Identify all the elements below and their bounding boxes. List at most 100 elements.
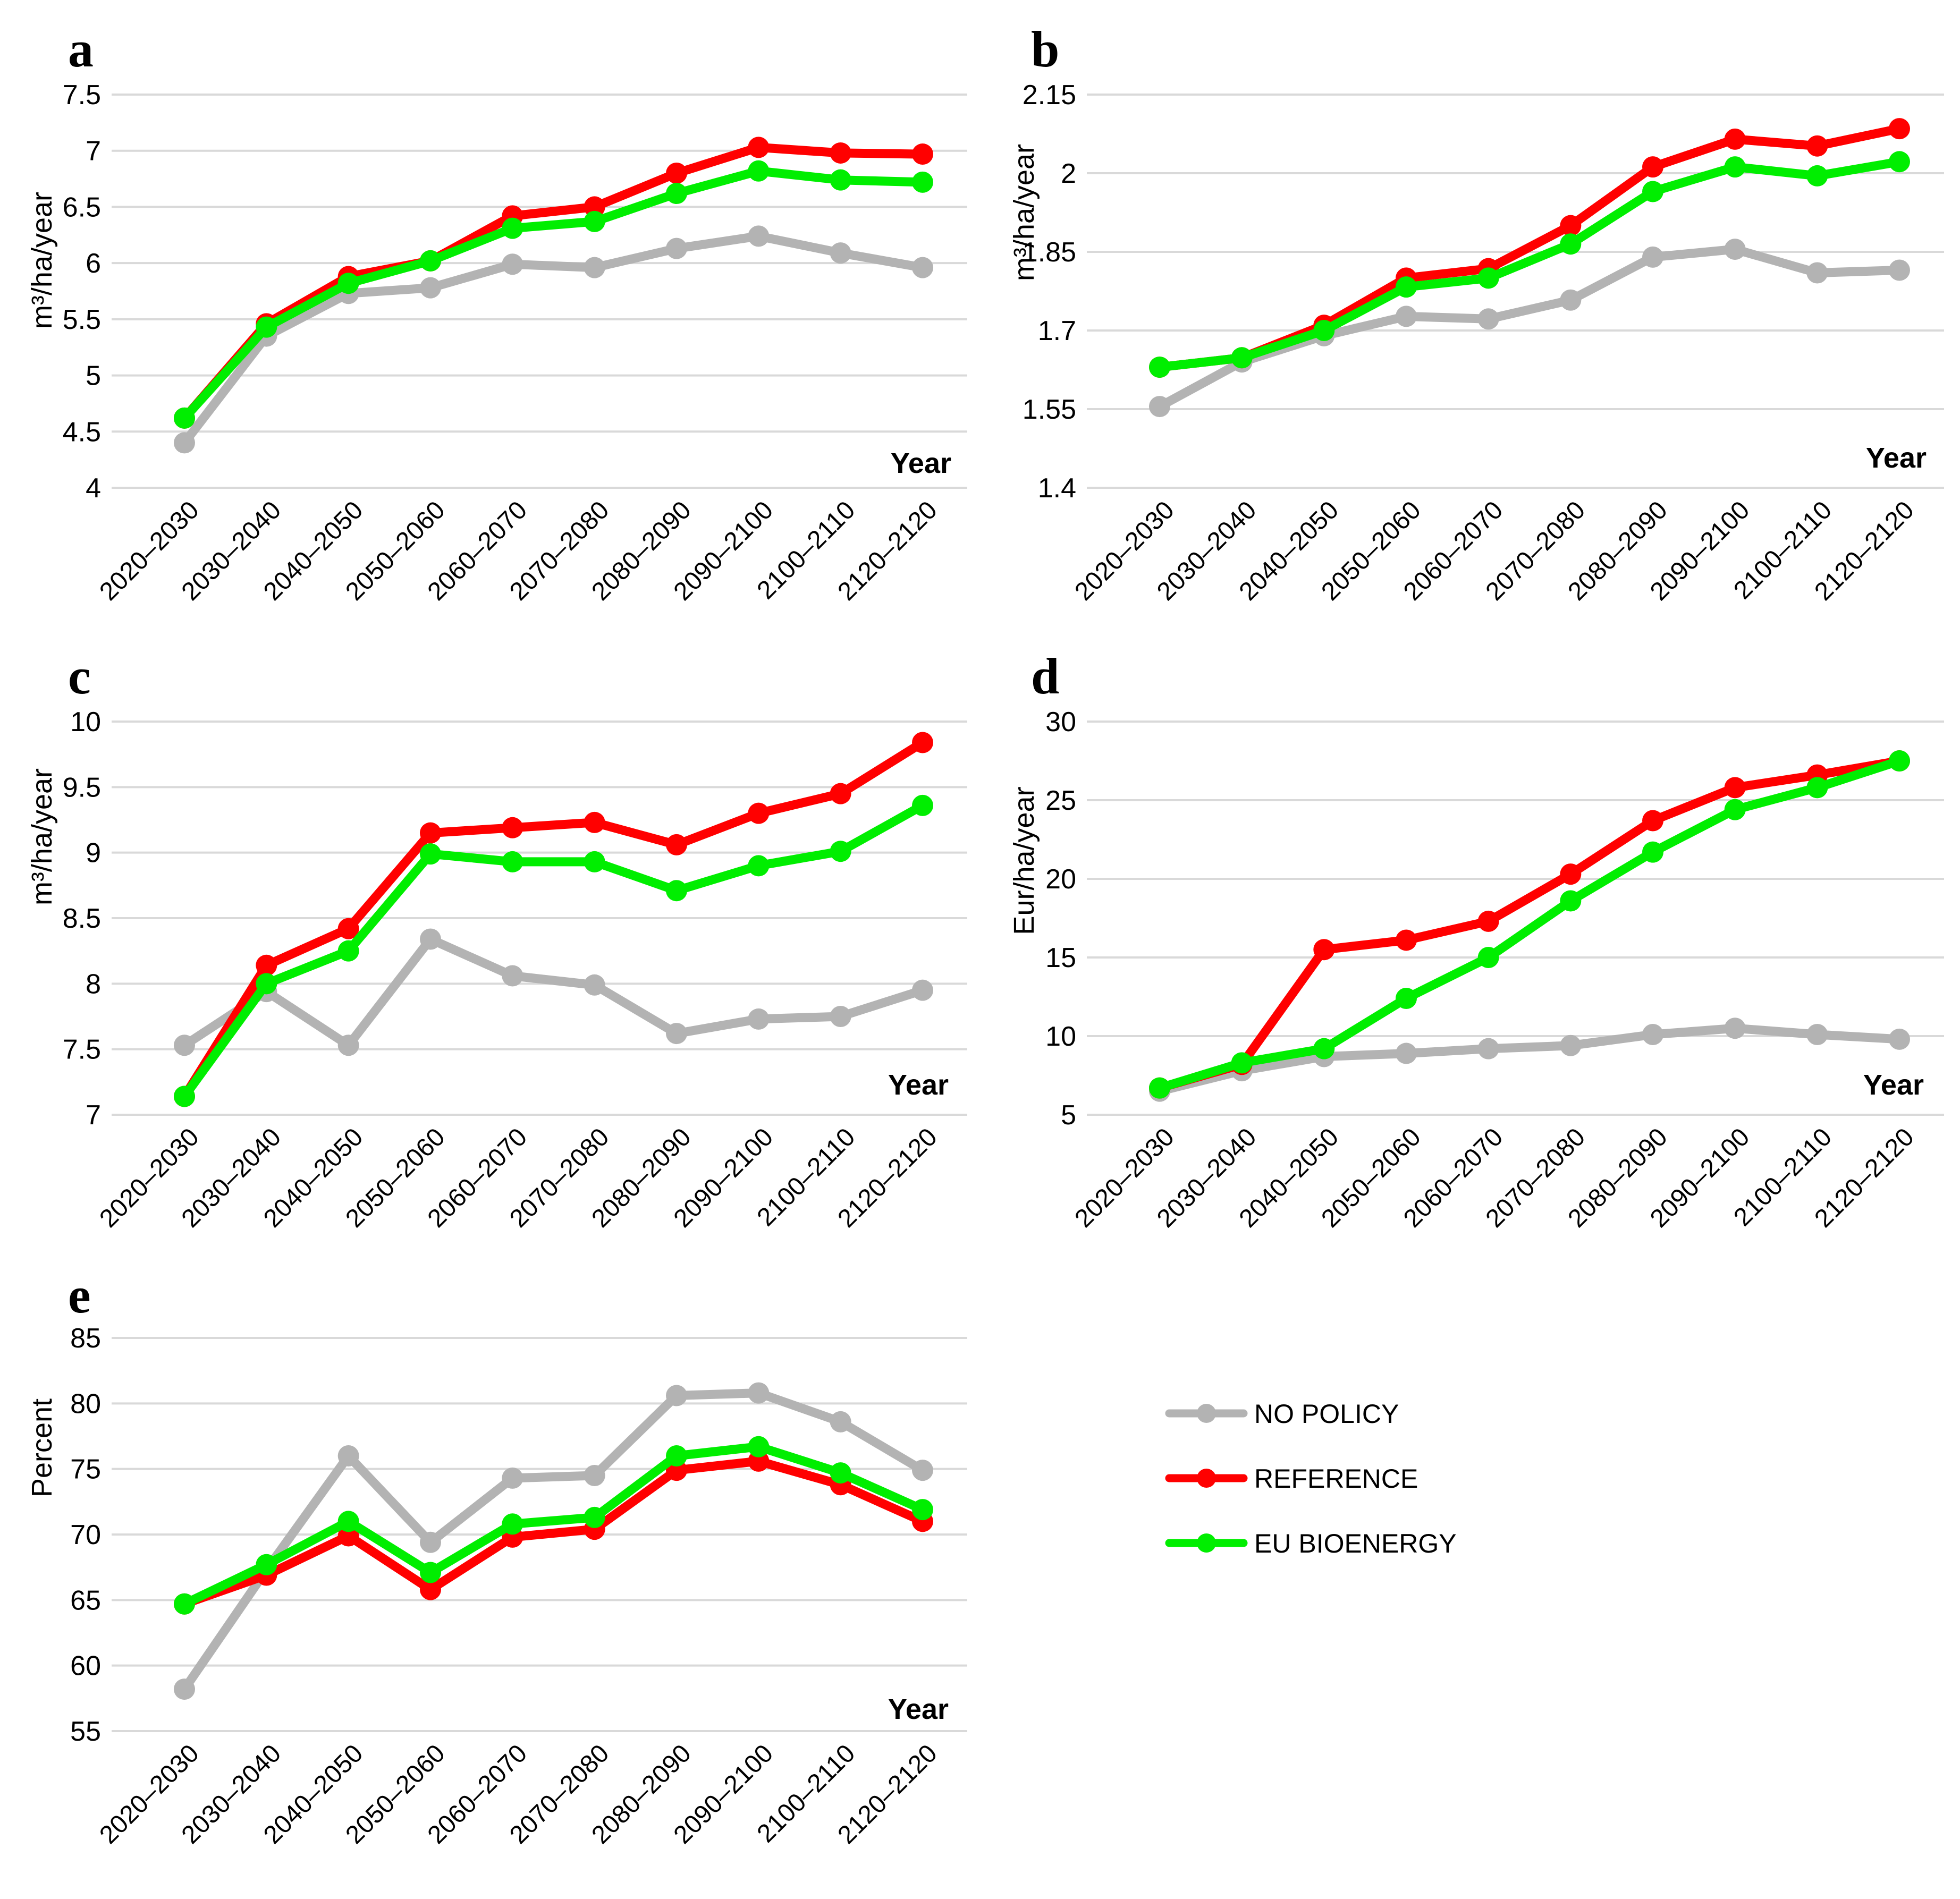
- x-axis-label-d: Year: [1863, 1069, 1924, 1101]
- data-point-no-policy: [337, 1445, 359, 1466]
- y-tick-label: 65: [70, 1585, 101, 1616]
- x-axis-label-a: Year: [891, 447, 951, 479]
- data-point-eu-bioenergy: [1477, 947, 1499, 968]
- panel-letter-a: a: [68, 21, 94, 78]
- y-ticks-d: 5 10 15 20 25 30: [1045, 707, 1076, 1131]
- y-tick-label: 15: [1045, 943, 1076, 973]
- legend-label-reference: REFERENCE: [1254, 1464, 1418, 1494]
- data-point-reference: [1560, 215, 1582, 236]
- x-axis-label-e: Year: [888, 1693, 949, 1725]
- gridlines-d: [1087, 720, 1944, 1116]
- series-e: [174, 1382, 933, 1700]
- data-point-eu-bioenergy: [666, 1445, 687, 1466]
- legend-item-no-policy: NO POLICY: [1165, 1399, 1399, 1429]
- data-point-no-policy: [502, 965, 523, 987]
- data-point-eu-bioenergy: [337, 1511, 359, 1532]
- series-line-no-policy: [180, 935, 927, 1050]
- data-point-eu-bioenergy: [337, 940, 359, 962]
- data-point-eu-bioenergy: [666, 880, 687, 902]
- series-line-reference: [1155, 756, 1904, 1093]
- data-point-eu-bioenergy: [830, 1462, 851, 1484]
- data-point-reference: [1889, 118, 1910, 140]
- data-point-reference: [1806, 135, 1828, 157]
- data-point-eu-bioenergy: [174, 1593, 195, 1615]
- y-tick-label: 1.7: [1038, 316, 1076, 346]
- data-point-no-policy: [174, 1678, 195, 1700]
- series-line-eu-bioenergy: [180, 1442, 927, 1609]
- panel-letter-d: d: [1031, 648, 1059, 705]
- data-point-eu-bioenergy: [256, 1554, 277, 1575]
- legend-marker-eu-bioenergy: [1197, 1533, 1216, 1553]
- data-point-no-policy: [1642, 246, 1663, 268]
- data-point-no-policy: [1396, 306, 1417, 327]
- data-point-eu-bioenergy: [502, 851, 523, 872]
- series-line-reference: [180, 1456, 927, 1609]
- data-point-eu-bioenergy: [1642, 841, 1663, 863]
- y-tick-label: 10: [1045, 1021, 1076, 1052]
- data-point-no-policy: [1889, 259, 1910, 281]
- data-point-reference: [1477, 910, 1499, 932]
- data-point-eu-bioenergy: [337, 273, 359, 294]
- data-point-no-policy: [1724, 1018, 1746, 1039]
- chart-panel-b: b m³/ha/year Year 1.4 1.55 1.7 1.85 2 2.15 20…: [1008, 21, 1944, 606]
- data-point-reference: [1396, 929, 1417, 951]
- y-tick-label: 4: [86, 473, 101, 504]
- data-point-reference: [912, 143, 933, 165]
- data-point-reference: [912, 732, 933, 753]
- y-tick-label: 7.5: [63, 1035, 101, 1065]
- data-point-reference: [1724, 777, 1746, 799]
- data-point-eu-bioenergy: [830, 841, 851, 862]
- data-point-eu-bioenergy: [1231, 347, 1253, 369]
- data-point-eu-bioenergy: [584, 210, 605, 232]
- y-tick-label: 9.5: [63, 772, 101, 803]
- data-point-no-policy: [1642, 1024, 1663, 1046]
- data-point-no-policy: [912, 979, 933, 1001]
- y-tick-label: 6: [86, 248, 101, 279]
- series-line-no-policy: [180, 231, 927, 447]
- panel-letter-c: c: [68, 648, 91, 705]
- data-point-reference: [1313, 939, 1335, 961]
- data-point-eu-bioenergy: [1889, 750, 1910, 772]
- legend-marker-reference: [1197, 1469, 1216, 1488]
- data-point-eu-bioenergy: [1560, 233, 1582, 255]
- y-tick-label: 7.5: [63, 80, 101, 111]
- chart-panel-e: e Percent Year 55 60 65 70 75 80 85 2020–20302…: [26, 1267, 967, 1850]
- x-ticks-c: 2020–20302030–20402040–20502050–20602060…: [94, 1123, 942, 1233]
- data-point-reference: [502, 817, 523, 838]
- data-point-reference: [748, 137, 770, 158]
- data-point-eu-bioenergy: [1313, 1038, 1335, 1059]
- data-point-reference: [666, 163, 687, 184]
- data-point-reference: [1560, 863, 1582, 885]
- data-point-no-policy: [1560, 1035, 1582, 1056]
- data-point-reference: [420, 822, 441, 844]
- chart-panel-a: a m³/ha/year Year 4 4.5 5 5.5 6 6.5 7 7.5 2020–…: [26, 21, 967, 606]
- data-point-no-policy: [502, 1467, 523, 1489]
- y-tick-label: 20: [1045, 864, 1076, 895]
- data-point-eu-bioenergy: [1149, 1077, 1170, 1099]
- data-point-eu-bioenergy: [1396, 276, 1417, 298]
- data-point-eu-bioenergy: [1313, 320, 1335, 341]
- data-point-no-policy: [174, 1035, 195, 1056]
- x-axis-label-c: Year: [888, 1069, 949, 1101]
- data-point-eu-bioenergy: [1231, 1052, 1253, 1074]
- data-point-eu-bioenergy: [584, 851, 605, 872]
- series-line-eu-bioenergy: [1155, 756, 1904, 1093]
- y-axis-label-e: Percent: [26, 1398, 58, 1497]
- data-point-eu-bioenergy: [1642, 181, 1663, 202]
- data-point-no-policy: [830, 242, 851, 264]
- y-tick-label: 2.15: [1023, 80, 1076, 111]
- series-d: [1149, 750, 1910, 1102]
- y-ticks-c: 7 7.5 8 8.5 9 9.5 10: [63, 707, 101, 1131]
- gridlines-c: [112, 720, 967, 1116]
- data-point-reference: [256, 954, 277, 976]
- data-point-eu-bioenergy: [584, 1506, 605, 1528]
- data-point-eu-bioenergy: [1806, 777, 1828, 799]
- data-point-eu-bioenergy: [1560, 890, 1582, 912]
- y-ticks-b: 1.4 1.55 1.7 1.85 2 2.15: [1023, 80, 1076, 504]
- legend-label-eu-bioenergy: EU BIOENERGY: [1254, 1529, 1457, 1558]
- data-point-no-policy: [748, 1382, 770, 1404]
- y-tick-label: 1.4: [1038, 473, 1076, 504]
- y-tick-label: 4.5: [63, 417, 101, 447]
- data-point-reference: [830, 783, 851, 804]
